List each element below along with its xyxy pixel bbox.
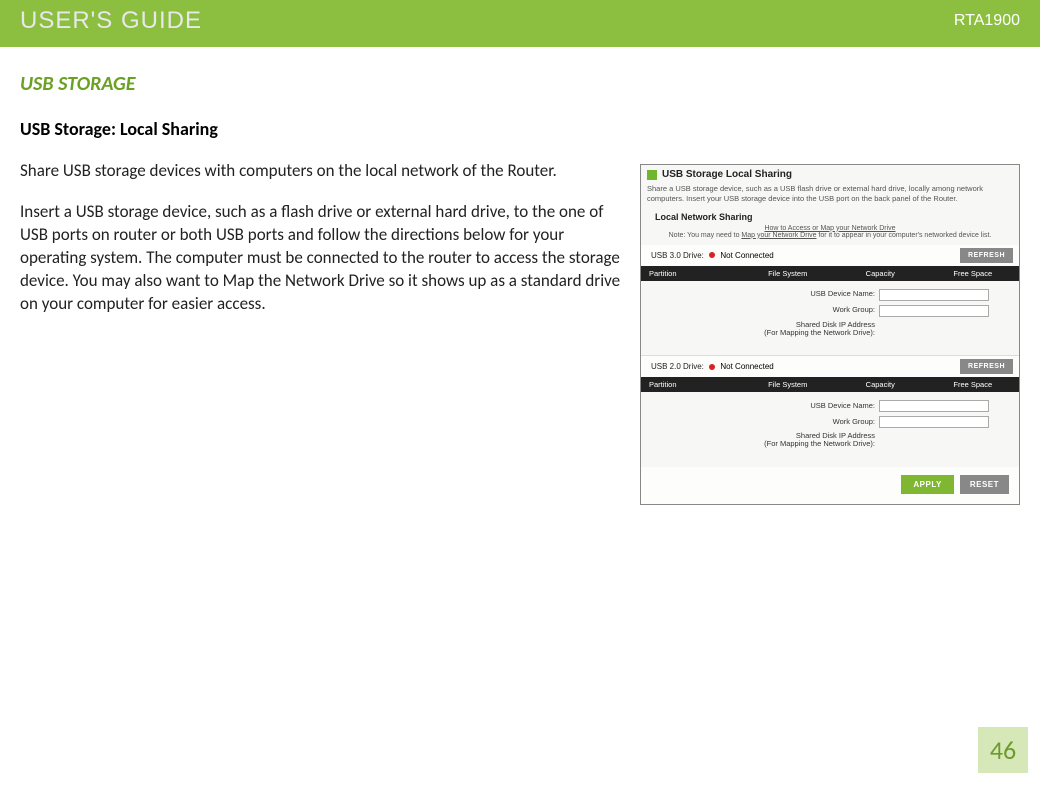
usb30-device-name-input[interactable] bbox=[879, 289, 989, 301]
model-number: RTA1900 bbox=[954, 12, 1020, 30]
page-content: USB STORAGE USB Storage: Local Sharing S… bbox=[0, 50, 1040, 505]
text-column: USB STORAGE USB Storage: Local Sharing S… bbox=[20, 72, 628, 505]
note-suffix: for it to appear in your computer's netw… bbox=[816, 232, 991, 239]
usb20-table-header: Partition File System Capacity Free Spac… bbox=[641, 377, 1019, 392]
col-partition: Partition bbox=[641, 380, 742, 389]
help-links: How to Access or Map your Network Drive … bbox=[641, 225, 1019, 245]
refresh-button[interactable]: REFRESH bbox=[960, 359, 1013, 374]
usb20-device-name-row: USB Device Name: bbox=[651, 400, 989, 412]
shared-ip-label: Shared Disk IP Address (For Mapping the … bbox=[764, 432, 875, 449]
col-freespace: Free Space bbox=[927, 269, 1020, 278]
how-to-link[interactable]: How to Access or Map your Network Drive bbox=[764, 225, 895, 232]
section-subheading: USB Storage: Local Sharing bbox=[20, 118, 628, 140]
shared-ip-label: Shared Disk IP Address (For Mapping the … bbox=[764, 321, 875, 338]
panel-bullet-icon bbox=[647, 170, 657, 180]
usb30-fields: USB Device Name: Work Group: Shared Disk… bbox=[641, 281, 1019, 356]
workgroup-label: Work Group: bbox=[833, 306, 875, 314]
col-capacity: Capacity bbox=[834, 269, 927, 278]
refresh-button[interactable]: REFRESH bbox=[960, 248, 1013, 263]
panel-title: USB Storage Local Sharing bbox=[662, 169, 792, 180]
usb20-ip-blank bbox=[879, 434, 989, 446]
usb20-label: USB 2.0 Drive: bbox=[651, 362, 704, 371]
page-number: 46 bbox=[990, 734, 1016, 766]
usb30-workgroup-row: Work Group: bbox=[651, 305, 989, 317]
section-heading: USB STORAGE bbox=[20, 72, 628, 96]
status-dot-icon bbox=[709, 364, 715, 370]
col-filesystem: File System bbox=[742, 380, 835, 389]
usb20-workgroup-input[interactable] bbox=[879, 416, 989, 428]
header-bar: USER'S GUIDE RTA1900 bbox=[0, 0, 1040, 44]
instruction-paragraph: Insert a USB storage device, such as a f… bbox=[20, 201, 628, 316]
usb20-ip-row: Shared Disk IP Address (For Mapping the … bbox=[651, 432, 989, 449]
apply-button[interactable]: APPLY bbox=[901, 475, 953, 494]
usb20-status: USB 2.0 Drive: Not Connected bbox=[651, 362, 774, 371]
page-number-box: 46 bbox=[978, 727, 1028, 773]
usb20-fields: USB Device Name: Work Group: Shared Disk… bbox=[641, 392, 1019, 467]
local-sharing-label: Local Network Sharing bbox=[641, 212, 1019, 225]
usb30-workgroup-input[interactable] bbox=[879, 305, 989, 317]
usb-device-label: USB Device Name: bbox=[810, 290, 875, 298]
usb30-table-header: Partition File System Capacity Free Spac… bbox=[641, 266, 1019, 281]
panel-description: Share a USB storage device, such as a US… bbox=[641, 182, 1019, 212]
panel-title-row: USB Storage Local Sharing bbox=[641, 165, 1019, 182]
header-underline bbox=[0, 44, 1040, 47]
usb20-status-text: Not Connected bbox=[720, 362, 773, 371]
usb20-row: USB 2.0 Drive: Not Connected REFRESH bbox=[641, 356, 1019, 377]
col-partition: Partition bbox=[641, 269, 742, 278]
col-filesystem: File System bbox=[742, 269, 835, 278]
usb20-workgroup-row: Work Group: bbox=[651, 416, 989, 428]
usb30-status: USB 3.0 Drive: Not Connected bbox=[651, 251, 774, 260]
note-prefix: Note: You may need to bbox=[669, 232, 742, 239]
col-capacity: Capacity bbox=[834, 380, 927, 389]
map-drive-link[interactable]: Map your Network Drive bbox=[741, 232, 816, 239]
settings-screenshot: USB Storage Local Sharing Share a USB st… bbox=[640, 164, 1020, 505]
usb30-label: USB 3.0 Drive: bbox=[651, 251, 704, 260]
usb20-device-name-input[interactable] bbox=[879, 400, 989, 412]
usb30-ip-row: Shared Disk IP Address (For Mapping the … bbox=[651, 321, 989, 338]
intro-paragraph: Share USB storage devices with computers… bbox=[20, 160, 628, 183]
workgroup-label: Work Group: bbox=[833, 418, 875, 426]
col-freespace: Free Space bbox=[927, 380, 1020, 389]
usb30-ip-blank bbox=[879, 323, 989, 335]
usb30-device-name-row: USB Device Name: bbox=[651, 289, 989, 301]
usb-device-label: USB Device Name: bbox=[810, 402, 875, 410]
usb30-row: USB 3.0 Drive: Not Connected REFRESH bbox=[641, 245, 1019, 266]
panel-footer: APPLY RESET bbox=[641, 467, 1019, 504]
usb30-status-text: Not Connected bbox=[720, 251, 773, 260]
guide-title: USER'S GUIDE bbox=[20, 7, 202, 35]
reset-button[interactable]: RESET bbox=[960, 475, 1009, 494]
status-dot-icon bbox=[709, 252, 715, 258]
